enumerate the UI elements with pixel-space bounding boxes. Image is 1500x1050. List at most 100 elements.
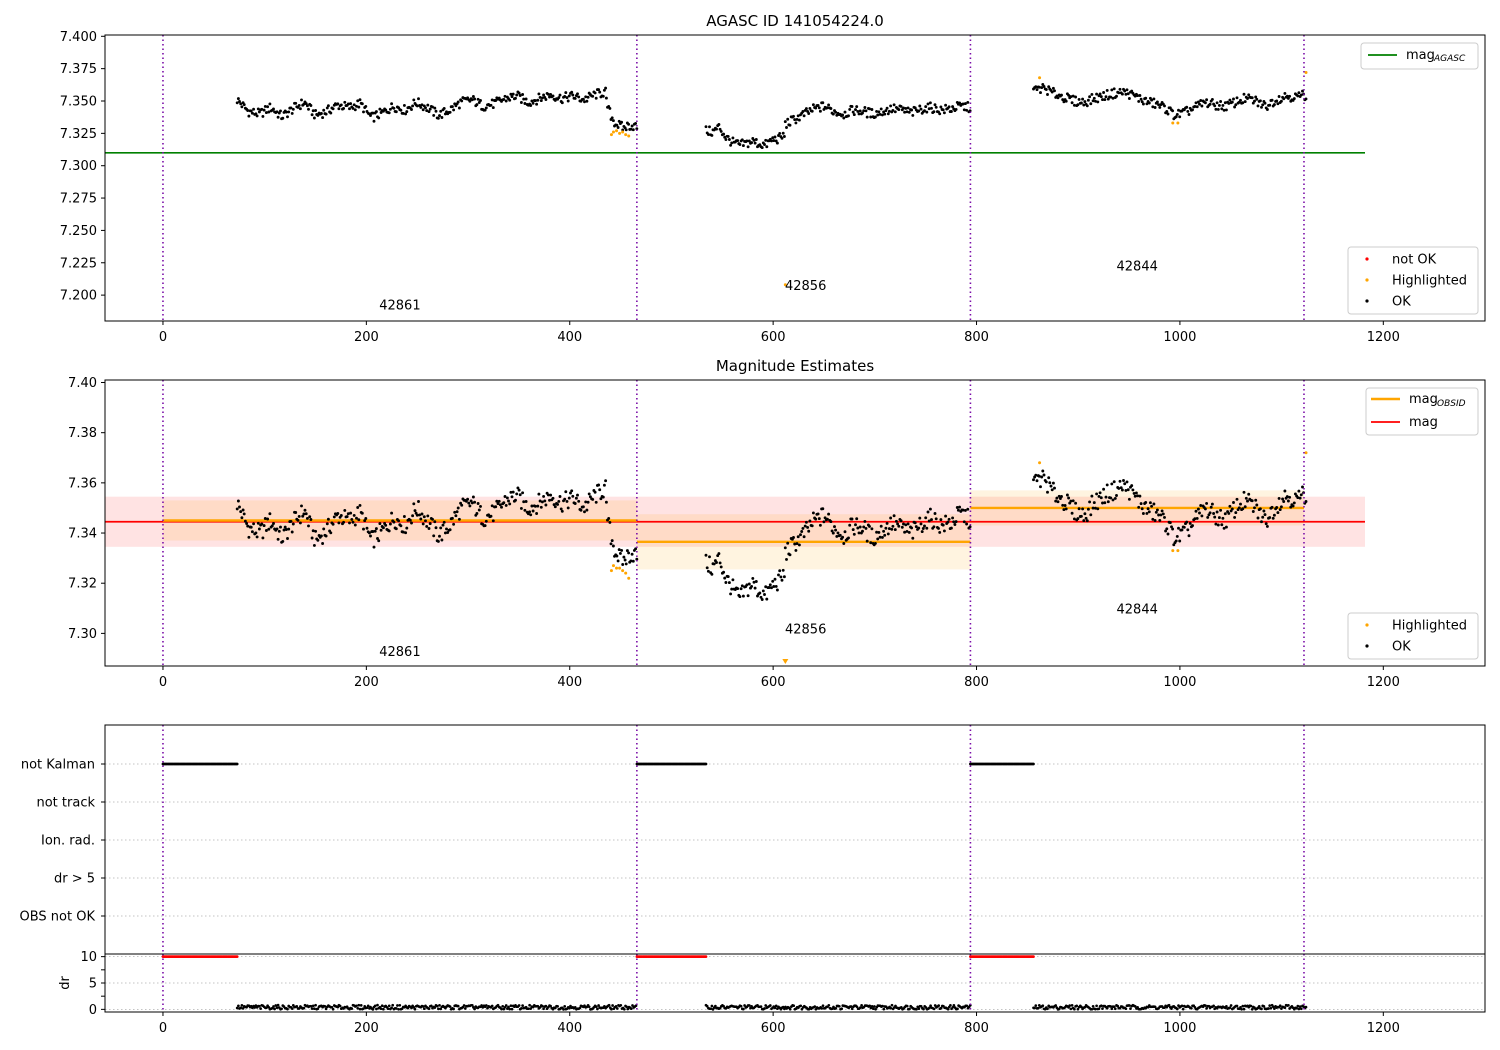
ok-point [394, 527, 398, 531]
dr-point [929, 1004, 932, 1008]
ok-point [884, 109, 888, 113]
dr-point [949, 1003, 952, 1007]
ok-point [1278, 508, 1282, 512]
ok-point [250, 111, 254, 115]
ok-point [518, 493, 522, 497]
ok-point [1242, 490, 1246, 494]
dr-point [631, 1004, 634, 1007]
ok-point [502, 97, 506, 101]
dr-point [314, 1003, 317, 1007]
ok-point [272, 107, 275, 111]
ok-point [963, 508, 967, 512]
ok-point [864, 526, 868, 530]
ok-point [730, 587, 734, 591]
ok-point [539, 505, 543, 509]
ok-point [523, 102, 527, 105]
ok-point [810, 524, 814, 528]
ok-point [827, 512, 831, 516]
dr-point [544, 1004, 548, 1008]
ok-point [1253, 506, 1256, 510]
ok-point [1155, 508, 1159, 512]
ok-point [927, 107, 931, 111]
ok-point [919, 107, 923, 111]
dr-point [563, 1005, 567, 1008]
dr-point [290, 1007, 294, 1010]
ok-point [1094, 99, 1097, 103]
ok-point [438, 114, 441, 118]
ok-point [841, 113, 845, 117]
ok-point [586, 500, 590, 504]
ok-point [1101, 501, 1104, 505]
ok-point [1063, 504, 1067, 507]
ok-point [307, 524, 310, 528]
dr-point [837, 1004, 841, 1008]
ok-point [1130, 89, 1134, 93]
ok-point [1261, 515, 1265, 519]
ok-point [1152, 502, 1156, 506]
ok-point [260, 522, 264, 526]
magnitude-panel-frame [104, 379, 1486, 667]
ok-point [625, 549, 629, 553]
ok-point [897, 524, 901, 528]
ok-point [1086, 507, 1090, 511]
ok-point [300, 98, 303, 102]
ok-point [764, 585, 768, 589]
ok-point [1209, 505, 1213, 509]
ok-point [1083, 100, 1087, 104]
ok-point [332, 515, 336, 519]
dr-point [1033, 1006, 1036, 1010]
ok-point [1235, 96, 1239, 100]
ok-point [571, 494, 575, 498]
ok-point [1076, 517, 1080, 521]
y-tick-label: 7.400 [60, 30, 97, 45]
category-label: OBS not OK [20, 910, 96, 925]
ok-point [377, 539, 381, 543]
ok-point [1212, 512, 1216, 515]
ok-point [374, 527, 378, 531]
highlighted-point [611, 130, 615, 134]
magnitude-panel-title: Magnitude Estimates [716, 357, 874, 375]
ok-point [577, 95, 581, 99]
ok-point [309, 104, 313, 107]
ok-point [726, 575, 730, 579]
ok-point [806, 525, 810, 529]
ok-point [1171, 109, 1175, 113]
ok-point [418, 513, 422, 517]
ok-point [786, 541, 790, 545]
ok-point [475, 512, 479, 515]
ok-point [598, 90, 602, 94]
ok-point [621, 128, 625, 132]
dr-point [410, 1006, 413, 1010]
ok-point [892, 103, 896, 107]
ok-point [781, 568, 785, 572]
category-label: dr > 5 [54, 872, 95, 887]
ok-point [563, 497, 567, 501]
dr-point [773, 1006, 777, 1010]
ok-point [1070, 101, 1074, 105]
highlighted-point [1038, 461, 1042, 465]
ok-point [873, 541, 877, 545]
ok-point [1158, 105, 1162, 109]
ok-point [297, 103, 301, 107]
ok-point [1088, 500, 1092, 504]
ok-point [256, 521, 260, 525]
dr-point [1112, 1005, 1116, 1009]
ok-point [1050, 90, 1054, 94]
ok-point [1042, 85, 1046, 88]
ok-point [937, 526, 940, 530]
ok-point [747, 582, 751, 586]
ok-point [452, 522, 456, 526]
ok-point [535, 512, 539, 515]
ok-point [426, 103, 430, 107]
dr-point [500, 1007, 503, 1011]
ok-point [705, 566, 709, 570]
ok-point [255, 114, 259, 118]
ok-point [774, 584, 778, 588]
x-tick-label: 400 [557, 330, 582, 345]
ok-point [862, 109, 866, 113]
dr-point [276, 1003, 280, 1007]
dr-point [1235, 1004, 1239, 1008]
ok-point [1099, 496, 1103, 500]
ok-point [822, 107, 826, 111]
ok-point [1256, 516, 1260, 520]
